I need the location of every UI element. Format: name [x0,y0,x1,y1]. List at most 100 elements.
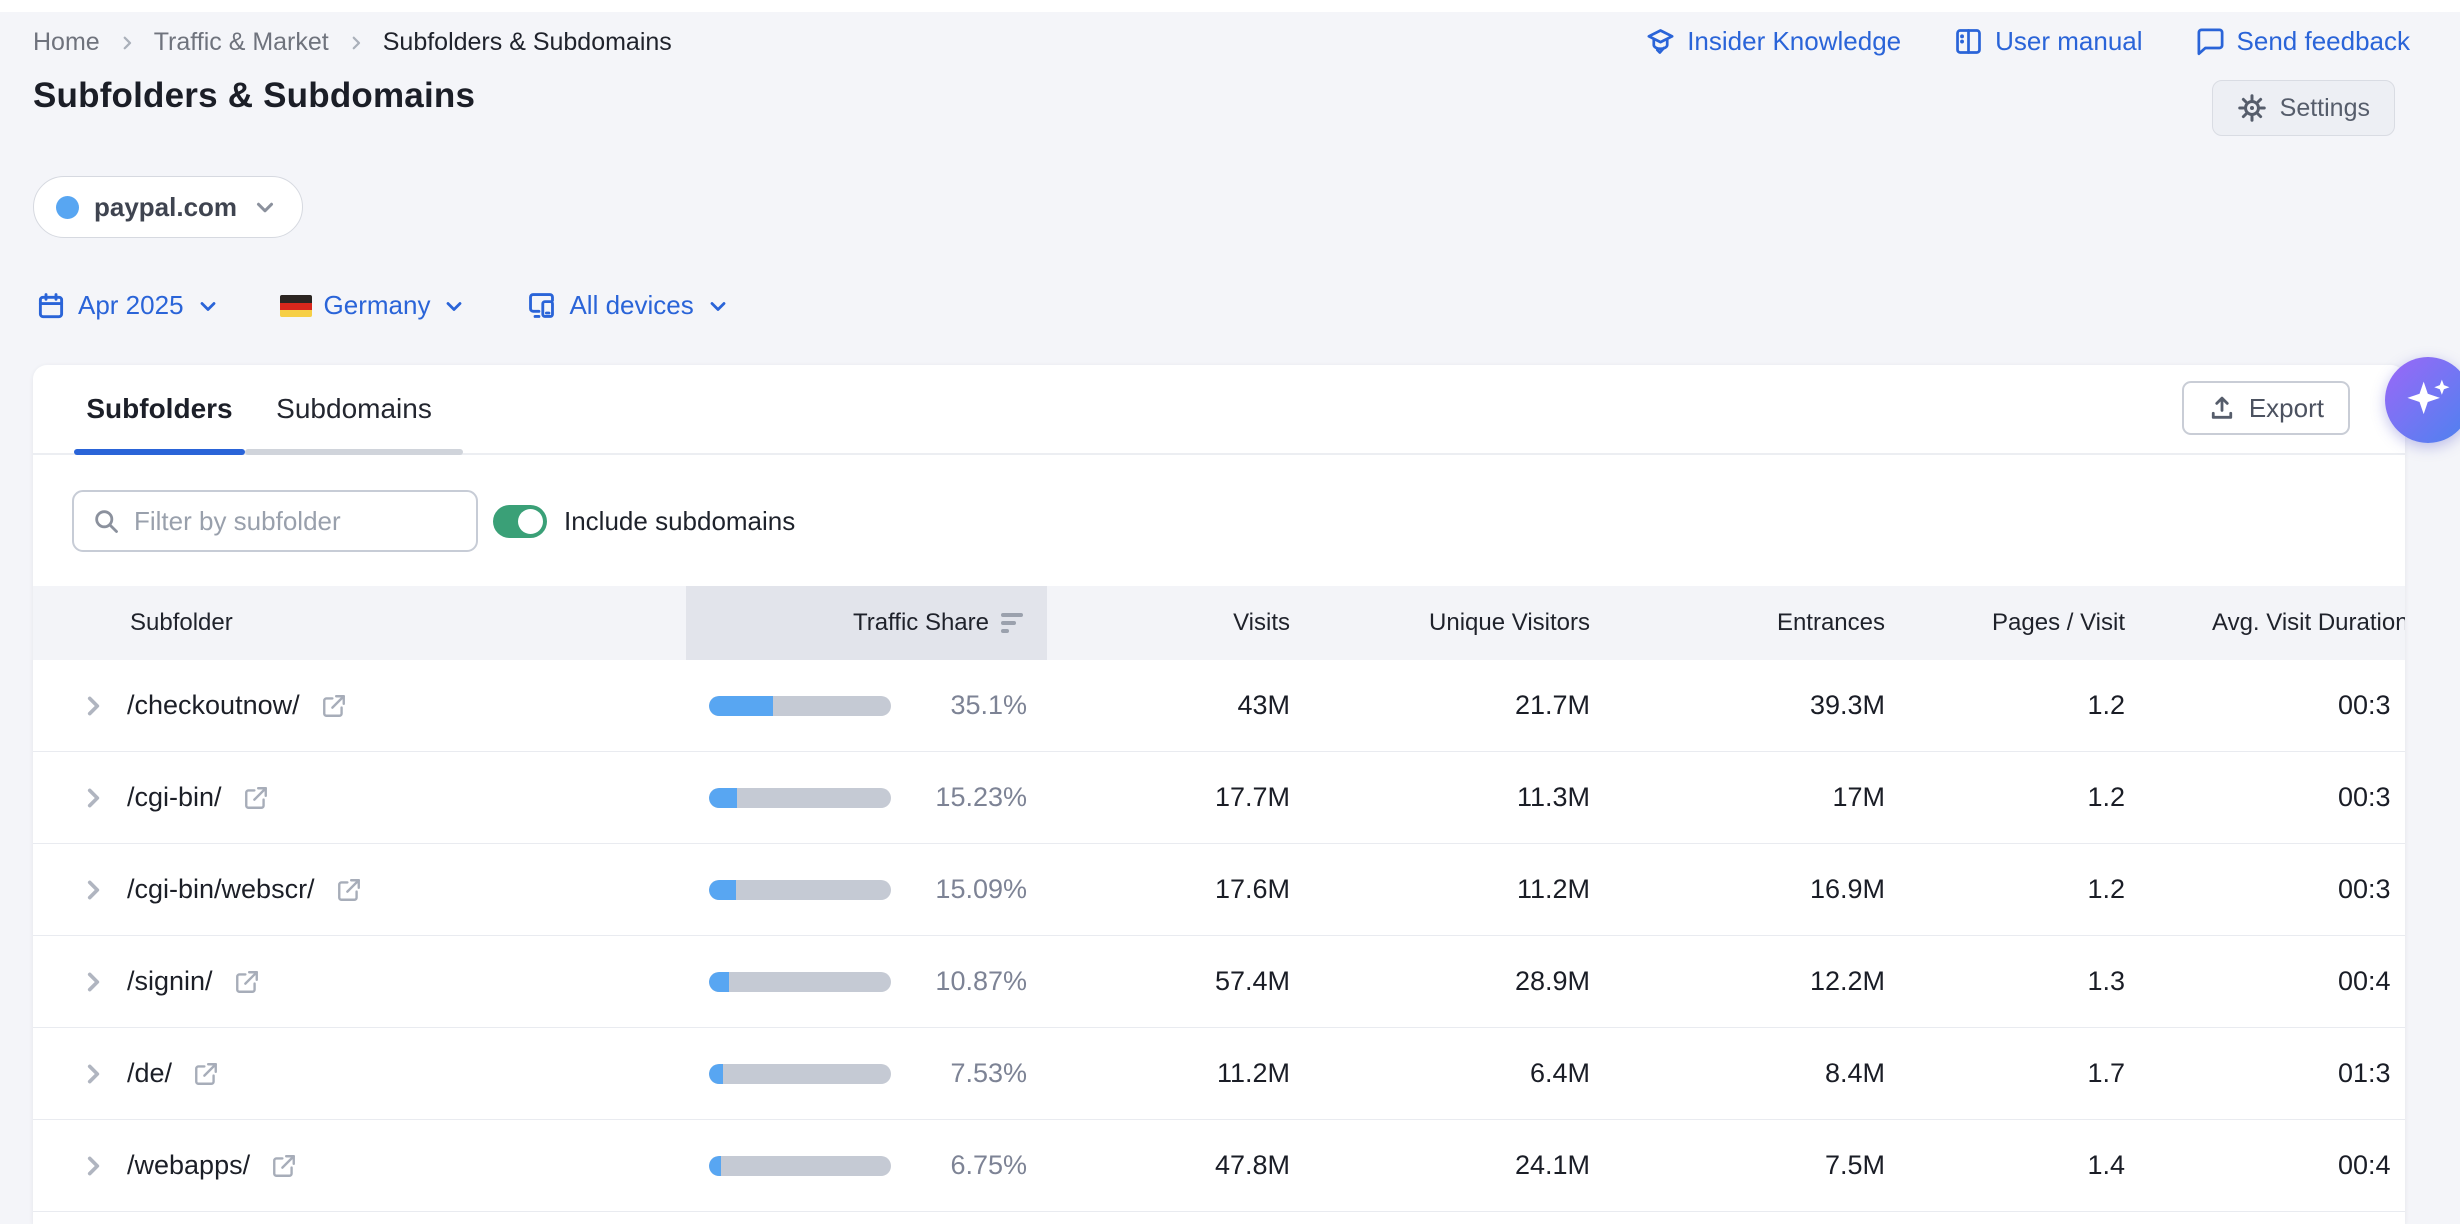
unique-visitors-value: 21.7M [1514,690,1590,720]
user-manual-link[interactable]: User manual [1953,26,2143,57]
traffic-share-bar [709,787,891,808]
table-header: Subfolder Traffic Share Visits Unique Vi… [33,586,2405,660]
traffic-share-bar [709,695,891,716]
col-header-subfolder[interactable]: Subfolder [130,609,233,636]
ai-assistant-button[interactable] [2385,357,2460,443]
subfolder-link[interactable]: /cgi-bin/ [127,782,222,812]
insider-knowledge-link[interactable]: Insider Knowledge [1645,26,1901,57]
visits-value: 17.7M [1214,782,1290,812]
external-link-icon[interactable] [243,785,269,811]
traffic-share-bar [709,1155,891,1176]
devices-filter[interactable]: All devices [526,290,729,321]
chevron-right-icon[interactable] [80,785,106,811]
external-link-icon[interactable] [336,877,362,903]
avg-visit-duration-value: 00:3 [2338,874,2391,904]
subfolder-filter-input[interactable] [134,505,458,537]
country-filter[interactable]: Germany [279,290,467,321]
visits-value: 47.8M [1214,1150,1290,1180]
chevron-down-icon [442,294,466,318]
toggle-knob [518,509,543,534]
tab-bar: Subfolders Subdomains Export [33,365,2405,455]
filters-bar: Apr 2025 Germany All devices [36,290,730,321]
col-header-unique-visitors[interactable]: Unique Visitors [1429,609,1590,636]
visits-value: 43M [1237,690,1290,720]
gear-icon [2237,93,2267,123]
breadcrumb-home[interactable]: Home [33,28,100,56]
chevron-down-icon [706,294,730,318]
table-toolbar: Include subdomains [33,455,2405,586]
devices-filter-label: All devices [569,290,694,320]
subfolder-link[interactable]: /signin/ [127,966,213,996]
col-header-traffic-share[interactable]: Traffic Share [686,586,1047,660]
pages-per-visit-value: 1.4 [2087,1150,2125,1180]
table-row[interactable]: /de/ 7.53% 11.2M 6.4M 8.4M 1.7 01:3 [33,1028,2405,1120]
chevron-right-icon[interactable] [80,1061,106,1087]
project-selector[interactable]: paypal.com [33,176,304,238]
date-filter[interactable]: Apr 2025 [36,290,220,321]
subfolder-link[interactable]: /checkoutnow/ [127,690,300,720]
subfolder-link[interactable]: /de/ [127,1058,173,1088]
external-link-icon[interactable] [271,1153,297,1179]
traffic-share-value: 35.1% [950,690,1027,720]
include-subdomains-toggle[interactable] [493,505,547,538]
subfolder-link[interactable]: /cgi-bin/webscr/ [127,874,315,904]
entrances-value: 7.5M [1824,1150,1885,1180]
col-header-avg-visit-duration[interactable]: Avg. Visit Duration [2212,609,2405,636]
col-header-visits[interactable]: Visits [1233,609,1290,636]
table-row[interactable]: /signin/ 10.87% 57.4M 28.9M 12.2M 1.3 00… [33,936,2405,1028]
project-domain: paypal.com [94,191,238,222]
avg-visit-duration-value: 00:3 [2338,782,2391,812]
external-link-icon[interactable] [234,969,260,995]
pages-per-visit-value: 1.7 [2087,1058,2125,1088]
germany-flag-icon [279,294,312,317]
table-row[interactable]: /checkoutnow/ 35.1% 43M 21.7M 39.3M 1.2 … [33,660,2405,752]
settings-button[interactable]: Settings [2211,80,2395,136]
avg-visit-duration-value: 00:4 [2338,966,2391,996]
breadcrumb: Home Traffic & Market Subfolders & Subdo… [33,28,672,57]
chevron-right-icon[interactable] [80,693,106,719]
upload-icon [2208,394,2236,422]
external-link-icon[interactable] [321,693,347,719]
send-feedback-link[interactable]: Send feedback [2195,26,2410,57]
visits-value: 17.6M [1214,874,1290,904]
pages-per-visit-value: 1.2 [2087,690,2125,720]
subfolder-filter-field[interactable] [72,490,478,552]
export-label: Export [2248,392,2324,423]
col-header-entrances[interactable]: Entrances [1776,609,1885,636]
table-row[interactable]: /cgi-bin/ 15.23% 17.7M 11.3M 17M 1.2 00:… [33,752,2405,844]
project-dot [56,195,79,219]
pages-per-visit-value: 1.2 [2087,874,2125,904]
breadcrumb-chevron-icon [118,34,136,52]
devices-icon [526,290,557,321]
search-icon [92,507,120,535]
traffic-share-header-label: Traffic Share [852,609,989,636]
visits-value: 57.4M [1214,966,1290,996]
chevron-right-icon[interactable] [80,1153,106,1179]
speech-bubble-icon [2195,26,2226,57]
table-row[interactable]: /webapps/ 6.75% 47.8M 24.1M 7.5M 1.4 00:… [33,1120,2405,1212]
export-button[interactable]: Export [2181,381,2350,435]
subfolder-link[interactable]: /webapps/ [127,1150,251,1180]
report-card: Subfolders Subdomains Export Include sub… [33,365,2405,1224]
sparkles-icon [2402,374,2454,426]
chevron-right-icon[interactable] [80,877,106,903]
unique-visitors-value: 11.2M [1516,874,1590,904]
col-header-pages-per-visit[interactable]: Pages / Visit [1992,609,2125,636]
external-link-icon[interactable] [193,1061,219,1087]
breadcrumb-traffic-market[interactable]: Traffic & Market [153,28,329,56]
tab-subfolders[interactable]: Subfolders [74,365,245,455]
unique-visitors-value: 11.3M [1516,782,1590,812]
include-subdomains-label: Include subdomains [564,506,796,536]
avg-visit-duration-value: 00:4 [2338,1150,2391,1180]
country-filter-label: Germany [323,290,431,320]
avg-visit-duration-value: 00:3 [2338,690,2391,720]
chevron-down-icon [252,194,278,220]
tab-subdomains[interactable]: Subdomains [245,365,463,455]
chevron-right-icon[interactable] [80,969,106,995]
table-row[interactable]: /cgi-bin/webscr/ 15.09% 17.6M 11.2M 16.9… [33,844,2405,936]
next-row-sliver [33,1212,2405,1224]
page-title: Subfolders & Subdomains [33,76,476,115]
calendar-icon [36,291,66,321]
entrances-value: 17M [1832,782,1885,812]
avg-visit-duration-value: 01:3 [2338,1058,2391,1088]
